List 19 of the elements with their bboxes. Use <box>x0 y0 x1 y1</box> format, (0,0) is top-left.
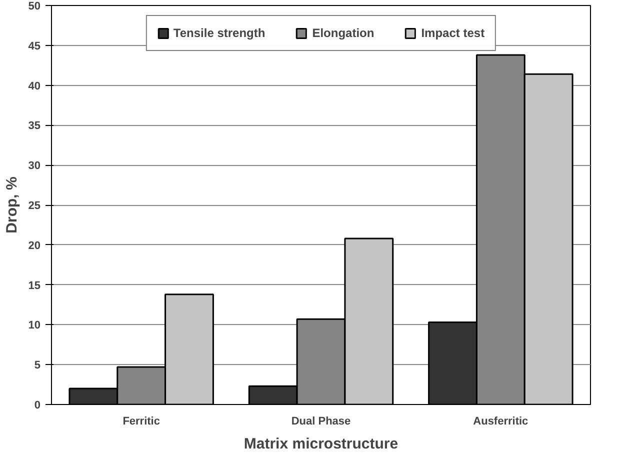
y-tick-label: 45 <box>28 40 41 52</box>
y-axis-title: Drop, % <box>3 176 20 234</box>
legend-label: Tensile strength <box>173 26 266 40</box>
legend-label: Elongation <box>312 26 374 40</box>
x-tick-label: Dual Phase <box>291 416 351 428</box>
y-tick-label: 30 <box>28 160 41 172</box>
y-tick-label: 10 <box>28 320 41 332</box>
y-tick-label: 20 <box>28 240 41 252</box>
y-tick-label: 50 <box>28 0 41 12</box>
y-tick-label: 40 <box>28 80 41 92</box>
y-tick-label: 25 <box>28 200 41 212</box>
x-tick-label: Ausferritic <box>473 416 528 428</box>
y-tick-label: 15 <box>28 280 41 292</box>
y-tick-label: 5 <box>34 360 41 372</box>
legend-label: Impact test <box>421 26 485 40</box>
x-tick-label: Ferritic <box>122 416 160 428</box>
y-tick-label: 35 <box>28 120 41 132</box>
y-tick-label: 0 <box>34 400 41 412</box>
x-axis-title: Matrix microstructure <box>244 436 398 452</box>
